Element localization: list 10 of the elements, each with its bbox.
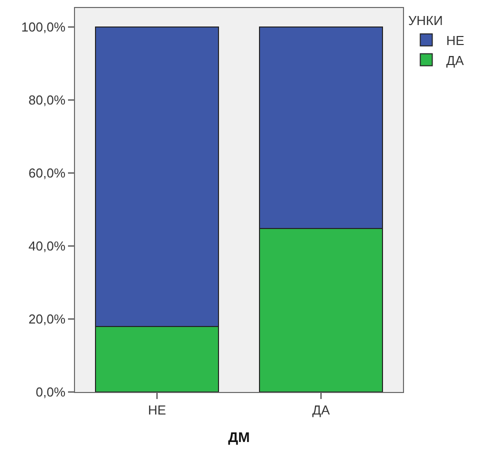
y-tick-label: 40,0% bbox=[28, 238, 66, 254]
y-tick-label: 80,0% bbox=[28, 92, 66, 108]
y-tick-label: 20,0% bbox=[28, 312, 66, 327]
legend-label: НЕ bbox=[446, 32, 465, 48]
legend-label: ДА bbox=[446, 52, 464, 68]
y-tick-label: 0,0% bbox=[36, 384, 66, 400]
y-tick-label: 100,0% bbox=[21, 20, 66, 35]
legend-title: УНКИ bbox=[408, 12, 443, 28]
x-axis-title: ДМ bbox=[228, 428, 250, 445]
y-tick-label: 60,0% bbox=[28, 166, 66, 181]
